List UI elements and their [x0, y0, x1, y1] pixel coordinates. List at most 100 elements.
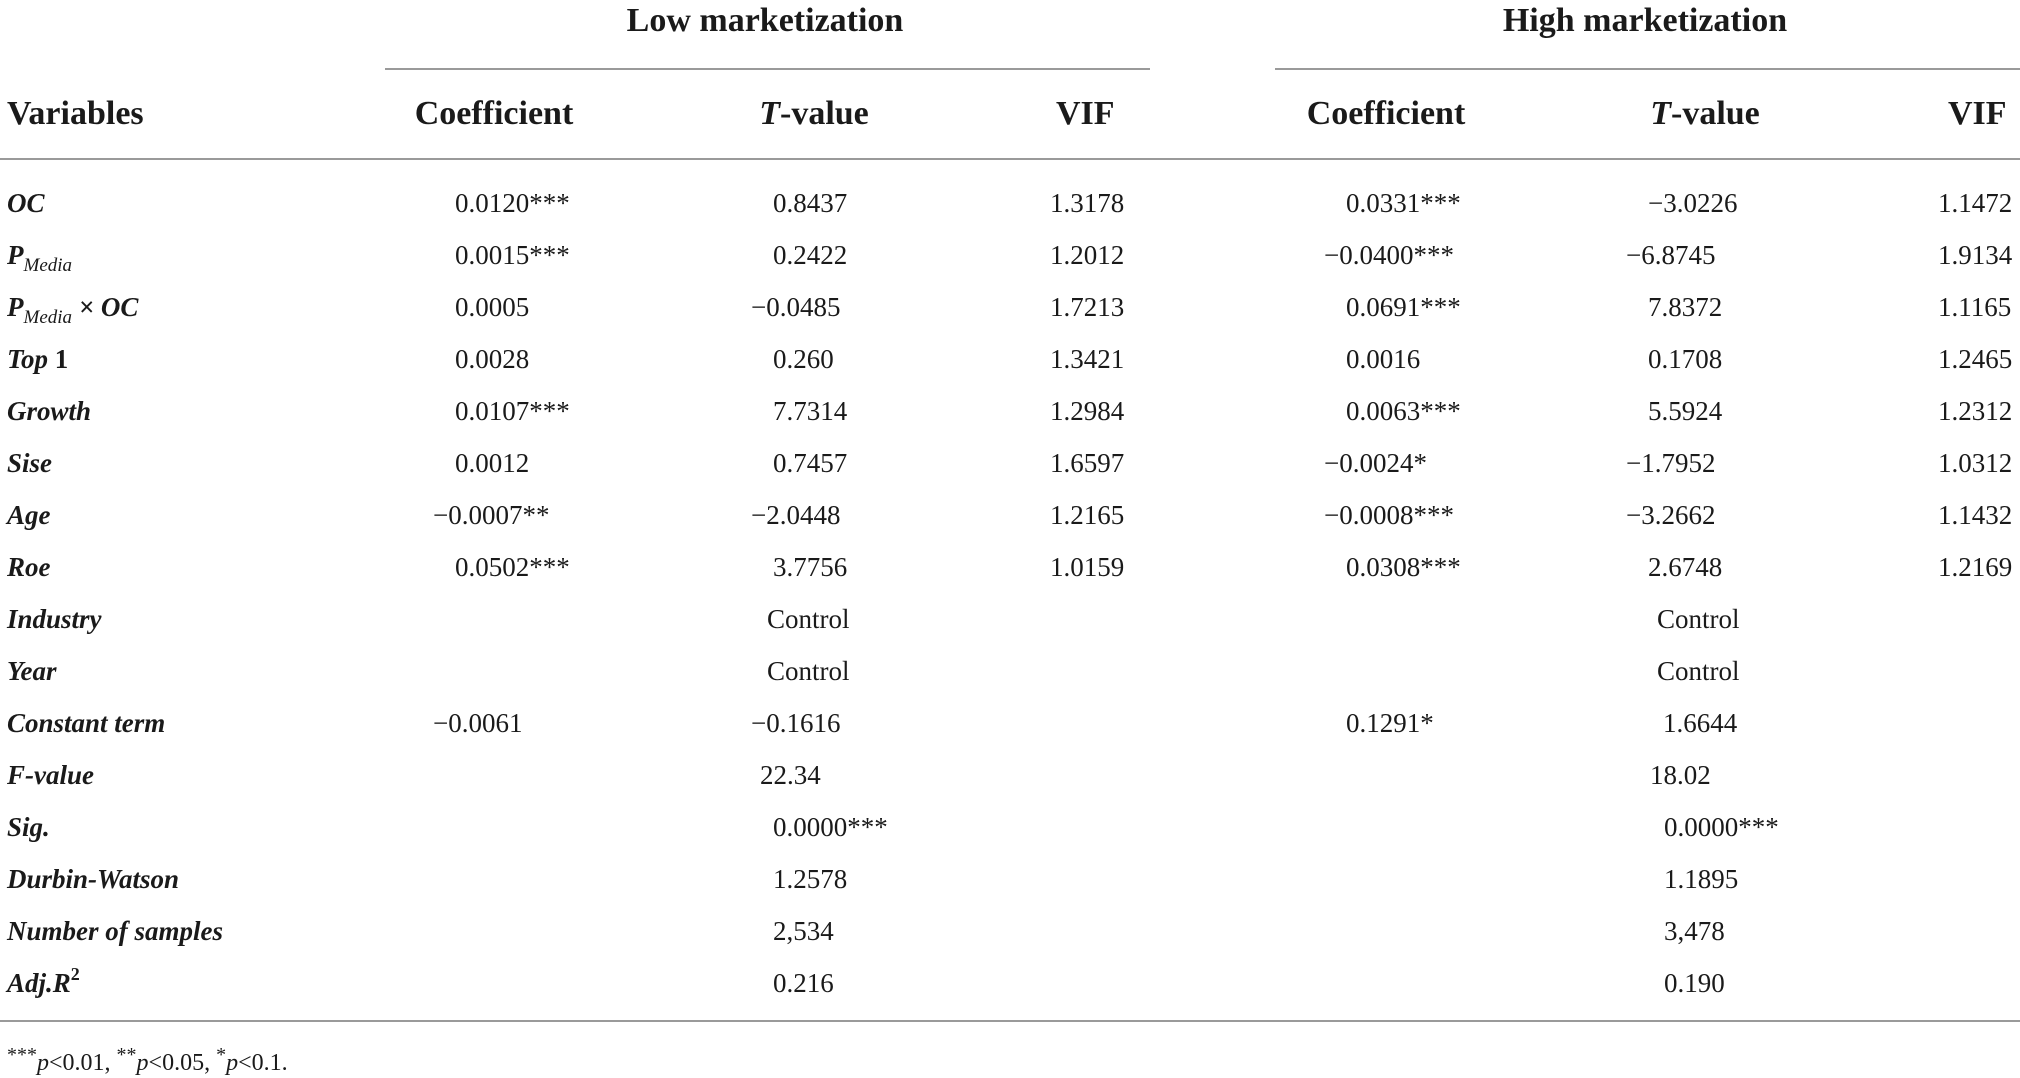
cell-low-vif: 1.2984 [1050, 396, 1125, 426]
header-low-vif: VIF [1056, 95, 1115, 132]
cell-high-vif: 1.1165 [1938, 292, 2012, 322]
row-label: Sig. [7, 812, 50, 842]
cell-high-coefficient: 0.0331*** [1346, 188, 1461, 218]
footnote-threshold-1: <0.01, [49, 1050, 117, 1076]
label-top-number: 1 [48, 344, 69, 374]
header-high-t-letter: T [1650, 95, 1671, 132]
table-row: Top 1 0.0028 0.260 1.3421 0.0016 0.1708 … [0, 333, 2020, 385]
cell-low-coefficient: 0.0107*** [455, 396, 570, 426]
cell-high-vif: 1.2169 [1938, 552, 2013, 582]
label-media-subscript: Media [23, 307, 73, 328]
table-row: Roe 0.0502*** 3.7756 1.0159 0.0308*** 2.… [0, 541, 2020, 593]
cell-low-t-value: 0.216 [773, 968, 834, 998]
cell-high-t-value: 3,478 [1664, 916, 1725, 946]
cell-high-coefficient: 0.1291* [1346, 708, 1434, 738]
cell-high-vif: 1.2465 [1938, 344, 2013, 374]
table-row: Durbin-Watson 1.2578 1.1895 [0, 853, 2020, 905]
table-row: PMedia 0.0015*** 0.2422 1.2012 −0.0400**… [0, 229, 2020, 281]
label-media-subscript: Media [23, 255, 73, 276]
cell-low-t-value: 1.2578 [773, 864, 848, 894]
footnote-p-3: p [226, 1050, 239, 1076]
cell-low-t-value: 0.260 [773, 344, 834, 374]
label-squared: 2 [70, 964, 80, 984]
cell-high-t-value: Control [1657, 656, 1740, 686]
label-times-oc: × OC [72, 292, 139, 322]
label-p: P [7, 292, 24, 322]
table-row: F-value 22.34 18.02 [0, 749, 2020, 801]
cell-high-t-value: 5.5924 [1648, 396, 1723, 426]
table-row: Year Control Control [0, 645, 2020, 697]
row-label: Durbin-Watson [7, 864, 180, 894]
row-label: Top 1 [7, 333, 68, 385]
footnote-stars-2: ** [116, 1044, 137, 1066]
cell-high-coefficient: −0.0024* [1324, 448, 1427, 478]
cell-high-t-value: 0.1708 [1648, 344, 1723, 374]
group-title-high-marketization: High marketization [1502, 2, 1788, 39]
cell-high-vif: 1.1472 [1938, 188, 2013, 218]
table-row: Sise 0.0012 0.7457 1.6597 −0.0024* −1.79… [0, 437, 2020, 489]
cell-low-coefficient: −0.0061 [433, 708, 523, 738]
cell-low-t-value: 0.7457 [773, 448, 848, 478]
header-high-t-value: T-value [1605, 92, 1805, 136]
cell-high-coefficient: 0.0063*** [1346, 396, 1461, 426]
cell-low-coefficient: 0.0502*** [455, 552, 570, 582]
cell-high-t-value: 18.02 [1650, 760, 1711, 790]
cell-high-t-value: 1.1895 [1664, 864, 1739, 894]
significance-footnote: ***p<0.01, **p<0.05, *p<0.1. [7, 1040, 288, 1078]
cell-low-t-value: −2.0448 [751, 500, 841, 530]
cell-low-vif: 1.7213 [1050, 292, 1125, 322]
cell-high-t-value: Control [1657, 604, 1740, 634]
cell-high-coefficient: −0.0400*** [1324, 240, 1454, 270]
cell-high-vif: 1.2312 [1938, 396, 2013, 426]
cell-low-coefficient: 0.0120*** [455, 188, 570, 218]
table-row: Adj.R2 0.216 0.190 [0, 957, 2020, 1009]
cell-high-t-value: −1.7952 [1626, 448, 1716, 478]
table-row: OC 0.0120*** 0.8437 1.3178 0.0331*** −3.… [0, 177, 2020, 229]
footnote-threshold-2: <0.05, [148, 1050, 217, 1076]
cell-low-vif: 1.2165 [1050, 500, 1125, 530]
table-row: Growth 0.0107*** 7.7314 1.2984 0.0063***… [0, 385, 2020, 437]
label-top: Top [7, 344, 49, 374]
header-variables: Variables [7, 95, 144, 132]
cell-low-vif: 1.3421 [1050, 344, 1125, 374]
header-high-vif: VIF [1948, 95, 2007, 132]
cell-high-t-value: 7.8372 [1648, 292, 1723, 322]
bottom-rule [0, 1020, 2020, 1022]
table-row: Constant term −0.0061 −0.1616 0.1291* 1.… [0, 697, 2020, 749]
cell-low-t-value: 7.7314 [773, 396, 848, 426]
cell-low-coefficient: 0.0012 [455, 448, 530, 478]
cell-low-t-value: −0.1616 [751, 708, 841, 738]
header-high-t-suffix: -value [1671, 95, 1760, 132]
cell-high-t-value: −6.8745 [1626, 240, 1716, 270]
cell-high-t-value: −3.0226 [1648, 188, 1738, 218]
cell-low-t-value: 22.34 [760, 760, 821, 790]
header-low-coefficient: Coefficient [414, 95, 574, 132]
header-low-t-value: T-value [714, 92, 914, 136]
group-rule-high [1275, 68, 2020, 70]
row-label: PMedia [7, 229, 72, 285]
label-adj-r: Adj.R [7, 968, 71, 998]
cell-high-coefficient: 0.0308*** [1346, 552, 1461, 582]
cell-high-coefficient: 0.0691*** [1346, 292, 1461, 322]
cell-high-t-value: 1.6644 [1663, 708, 1738, 738]
header-high-coefficient: Coefficient [1306, 95, 1466, 132]
row-label: PMedia × OC [7, 281, 138, 337]
cell-low-coefficient: 0.0015*** [455, 240, 570, 270]
row-label: Number of samples [7, 916, 223, 946]
footnote-p-2: p [136, 1050, 149, 1076]
footnote-threshold-3: <0.1. [238, 1050, 288, 1076]
group-rule-low [385, 68, 1150, 70]
cell-low-t-value: 0.8437 [773, 188, 848, 218]
table-row: Sig. 0.0000*** 0.0000*** [0, 801, 2020, 853]
row-label: OC [7, 188, 45, 218]
header-rule [0, 158, 2020, 160]
row-label: Industry [7, 604, 102, 634]
row-label: Growth [7, 396, 92, 426]
cell-high-coefficient: 0.0016 [1346, 344, 1421, 374]
label-p: P [7, 240, 24, 270]
cell-low-t-value: 2,534 [773, 916, 834, 946]
table-row: Industry Control Control [0, 593, 2020, 645]
group-title-low-marketization: Low marketization [626, 2, 904, 39]
cell-high-vif: 1.1432 [1938, 500, 2013, 530]
cell-low-t-value: 0.0000*** [773, 812, 888, 842]
